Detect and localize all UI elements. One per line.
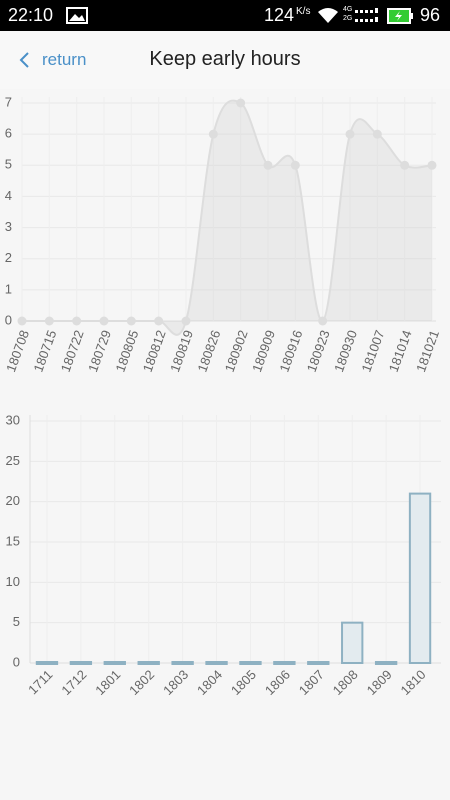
- point: [44, 316, 54, 326]
- x-tick-label: 181007: [358, 328, 387, 374]
- point: [236, 98, 246, 108]
- net-type: 4G: [343, 6, 353, 13]
- status-bar: 22:10 124 K/s 4G 2G 96: [0, 0, 450, 31]
- x-tick-label: 180909: [249, 328, 278, 374]
- battery-icon: [387, 8, 413, 24]
- bar: [341, 621, 364, 665]
- point: [372, 129, 382, 139]
- x-tick-label: 1804: [194, 667, 225, 698]
- x-tick-label: 1810: [398, 667, 429, 698]
- point: [318, 316, 328, 326]
- point: [290, 160, 300, 170]
- x-tick-label: 180916: [276, 328, 305, 374]
- y-tick-label: 15: [6, 533, 20, 548]
- x-tick-label: 180819: [167, 328, 196, 374]
- x-tick-label: 180805: [112, 328, 141, 374]
- bar: [35, 661, 59, 665]
- bar: [307, 661, 330, 665]
- x-tick-label: 1803: [160, 667, 191, 698]
- y-tick-label: 10: [6, 574, 20, 589]
- net-type: 2G: [343, 15, 353, 22]
- point: [72, 316, 82, 326]
- x-tick-label: 1809: [364, 667, 395, 698]
- bar: [374, 661, 398, 665]
- y-tick-label: 4: [5, 188, 12, 203]
- point: [17, 316, 27, 326]
- back-button[interactable]: return: [42, 50, 87, 69]
- image-icon: [66, 7, 88, 24]
- x-tick-label: 1711: [25, 667, 55, 697]
- x-tick-label: 180708: [3, 328, 32, 374]
- y-tick-label: 30: [6, 412, 20, 427]
- x-tick-label: 180826: [194, 328, 223, 374]
- x-tick-label: 1808: [330, 667, 361, 698]
- x-tick-label: 180715: [30, 328, 59, 374]
- x-tick-label: 181021: [413, 328, 442, 374]
- bar: [171, 661, 194, 665]
- point: [154, 316, 164, 326]
- bar: [137, 661, 160, 665]
- bar: [205, 661, 228, 665]
- x-tick-label: 180722: [58, 328, 87, 374]
- y-tick-label: 25: [6, 453, 20, 468]
- y-tick-label: 6: [5, 126, 12, 141]
- back-arrow[interactable]: [18, 51, 32, 69]
- y-tick-label: 2: [5, 250, 12, 265]
- x-tick-label: 1806: [262, 667, 293, 698]
- x-tick-label: 1807: [296, 667, 327, 698]
- bar: [273, 661, 296, 665]
- x-tick-label: 180923: [304, 328, 333, 374]
- y-tick-label: 0: [5, 312, 12, 327]
- x-tick-label: 1805: [228, 667, 259, 698]
- x-tick-label: 180729: [85, 328, 114, 374]
- point: [427, 160, 437, 170]
- line-area: [22, 100, 432, 335]
- x-tick-label: 1802: [126, 667, 157, 698]
- point: [345, 129, 355, 139]
- wifi-icon: [318, 8, 338, 23]
- point: [126, 316, 136, 326]
- point: [99, 316, 109, 326]
- point: [263, 160, 273, 170]
- y-tick-label: 1: [5, 281, 12, 296]
- y-tick-label: 0: [13, 654, 20, 669]
- x-tick-label: 1712: [58, 667, 89, 698]
- x-tick-label: 180930: [331, 328, 360, 374]
- x-tick-label: 180902: [222, 328, 251, 374]
- bar: [69, 661, 93, 665]
- x-tick-label: 180812: [140, 328, 169, 374]
- x-tick-label: 1801: [92, 667, 123, 698]
- point: [181, 316, 191, 326]
- point: [400, 160, 410, 170]
- signal-icon: [355, 8, 378, 22]
- y-tick-label: 7: [5, 94, 12, 109]
- bar: [408, 492, 432, 664]
- y-tick-label: 5: [13, 614, 20, 629]
- y-tick-label: 5: [5, 157, 12, 172]
- bar: [239, 661, 262, 665]
- net-speed: 124: [264, 5, 295, 25]
- y-tick-label: 20: [6, 493, 20, 508]
- bar: [103, 661, 126, 665]
- point: [208, 129, 218, 139]
- y-tick-label: 3: [5, 219, 12, 234]
- clock: 22:10: [8, 5, 54, 25]
- x-tick-label: 181014: [386, 328, 415, 374]
- net-speed-unit: K/s: [296, 6, 311, 17]
- battery-level: 96: [420, 5, 441, 25]
